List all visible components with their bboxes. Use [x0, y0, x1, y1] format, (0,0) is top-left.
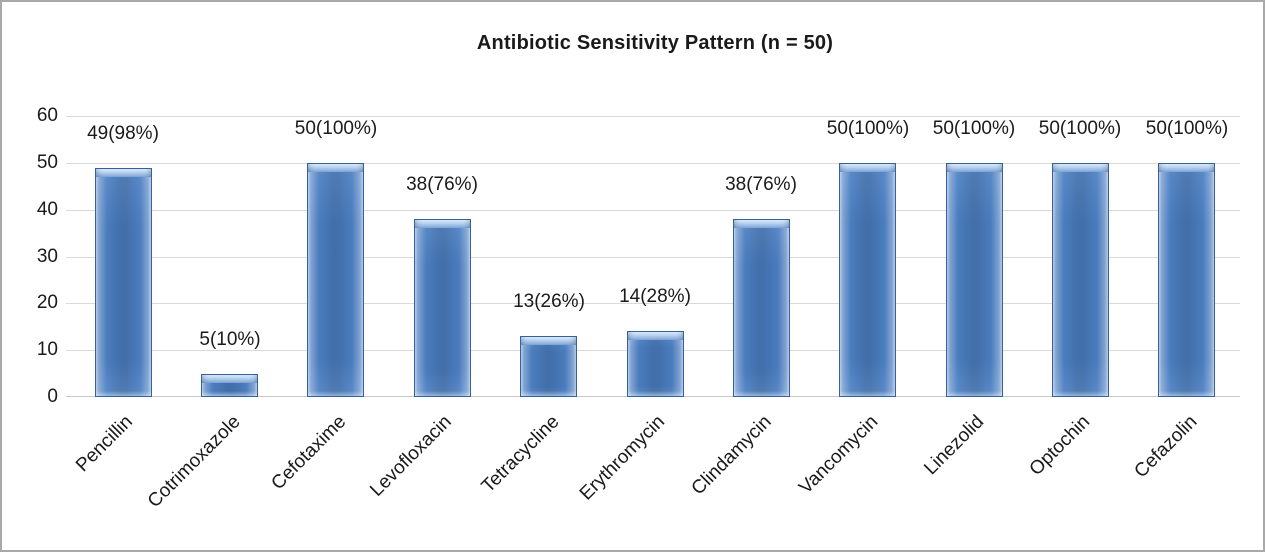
bar-clindamycin	[733, 219, 790, 397]
x-label-linezolid: Linezolid	[920, 411, 989, 480]
value-label-linezolid: 50(100%)	[932, 118, 1016, 139]
gridline-y-30	[66, 257, 1240, 258]
bar-cefazolin	[1158, 163, 1215, 397]
gridline-y-40	[66, 210, 1240, 211]
x-label-cotrimoxazole: Cotrimoxazole	[143, 411, 245, 513]
value-label-pencillin: 49(98%)	[87, 123, 159, 144]
bar-pencillin	[95, 168, 152, 397]
value-label-cefazolin: 50(100%)	[1145, 118, 1229, 139]
value-label-clindamycin: 38(76%)	[725, 174, 797, 195]
x-label-cefotaxime: Cefotaxime	[267, 411, 351, 495]
x-label-pencillin: Pencillin	[72, 411, 138, 477]
bar-cefotaxime	[307, 163, 364, 397]
bar-optochin	[1052, 163, 1109, 397]
value-label-cefotaxime: 50(100%)	[294, 118, 378, 139]
value-label-vancomycin: 50(100%)	[826, 118, 910, 139]
y-tick-label-40: 40	[36, 199, 58, 220]
gridline-y-20	[66, 303, 1240, 304]
chart-title: Antibiotic Sensitivity Pattern (n = 50)	[476, 32, 834, 54]
y-tick-label-30: 30	[36, 246, 58, 267]
value-label-cotrimoxazole: 5(10%)	[199, 329, 261, 350]
value-label-tetracycline: 13(26%)	[513, 291, 585, 312]
value-label-levofloxacin: 38(76%)	[406, 174, 478, 195]
y-tick-label-50: 50	[36, 152, 58, 173]
x-label-tetracycline: Tetracycline	[477, 411, 564, 498]
y-tick-label-60: 60	[36, 105, 58, 126]
bar-tetracycline	[520, 336, 577, 397]
bar-erythromycin	[627, 331, 684, 397]
y-tick-label-0: 0	[47, 386, 58, 407]
x-label-cefazolin: Cefazolin	[1130, 411, 1202, 483]
gridline-y-50	[66, 163, 1240, 164]
value-label-optochin: 50(100%)	[1038, 118, 1122, 139]
x-label-erythromycin: Erythromycin	[575, 411, 670, 505]
y-tick-label-20: 20	[36, 292, 58, 313]
bar-levofloxacin	[414, 219, 471, 397]
y-tick-label-10: 10	[36, 339, 58, 360]
gridline-y-60	[66, 116, 1240, 117]
x-label-levofloxacin: Levofloxacin	[366, 411, 457, 501]
x-label-clindamycin: Clindamycin	[687, 411, 776, 500]
plot-area: 49(98%) 5(10%) 50(100%) 38(76%) 13(26%) 14(28…	[66, 116, 1240, 397]
bar-cotrimoxazole	[201, 374, 258, 397]
x-label-optochin: Optochin	[1025, 411, 1095, 480]
value-label-erythromycin: 14(28%)	[619, 286, 691, 307]
bar-linezolid	[946, 163, 1003, 397]
bar-vancomycin	[839, 163, 896, 397]
x-label-vancomycin: Vancomycin	[795, 411, 883, 499]
